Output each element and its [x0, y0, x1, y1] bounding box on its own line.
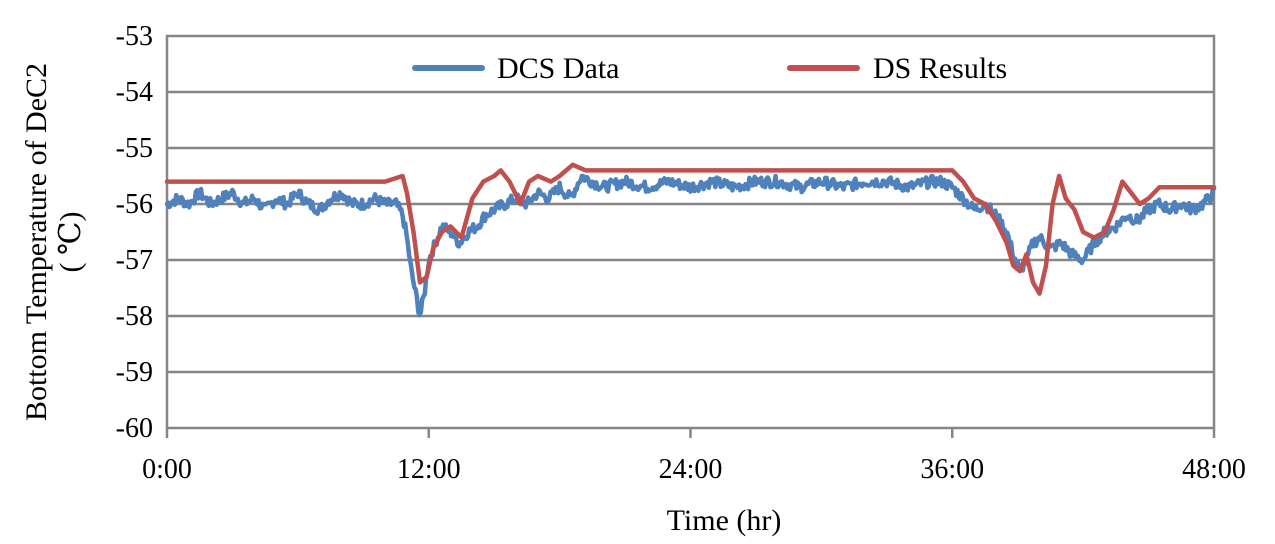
y-tick-label: -57	[116, 245, 153, 276]
legend-label: DCS Data	[497, 52, 620, 85]
y-tick-label: -60	[116, 413, 153, 444]
legend-label: DS Results	[873, 52, 1007, 85]
y-tick-label: -55	[116, 133, 153, 164]
series-lines	[164, 162, 1217, 318]
x-tick-label: 48:00	[1182, 454, 1246, 485]
legend: DCS Data DS Results	[412, 52, 1007, 85]
series-line-dcs-data	[164, 173, 1217, 318]
x-tick-label: 0:00	[142, 454, 192, 485]
y-axis-title-line-1: Bottom Temperature of DeC2	[20, 63, 53, 421]
y-axis-tick-labels: -53 -54 -55 -56 -57 -58 -59 -60	[116, 21, 153, 444]
y-tick-label: -59	[116, 357, 153, 388]
y-axis-title-line-2: ( ℃)	[54, 211, 87, 272]
grid-lines	[167, 90, 1214, 374]
y-axis-title: Bottom Temperature of DeC2 ( ℃)	[20, 63, 87, 421]
x-tick-label: 24:00	[659, 454, 723, 485]
x-tick-label: 12:00	[397, 454, 461, 485]
y-tick-label: -56	[116, 189, 153, 220]
x-axis-title: Time (hr)	[667, 504, 782, 537]
plot-frame	[165, 34, 1216, 430]
x-tick-label: 36:00	[920, 454, 984, 485]
x-axis-tick-labels: 0:00 12:00 24:00 36:00 48:00	[142, 454, 1246, 485]
series-line-ds-results	[164, 162, 1217, 296]
y-tick-label: -54	[116, 77, 153, 108]
x-axis-ticks	[165, 428, 1216, 438]
y-tick-label: -58	[116, 301, 153, 332]
y-tick-label: -53	[116, 21, 153, 52]
